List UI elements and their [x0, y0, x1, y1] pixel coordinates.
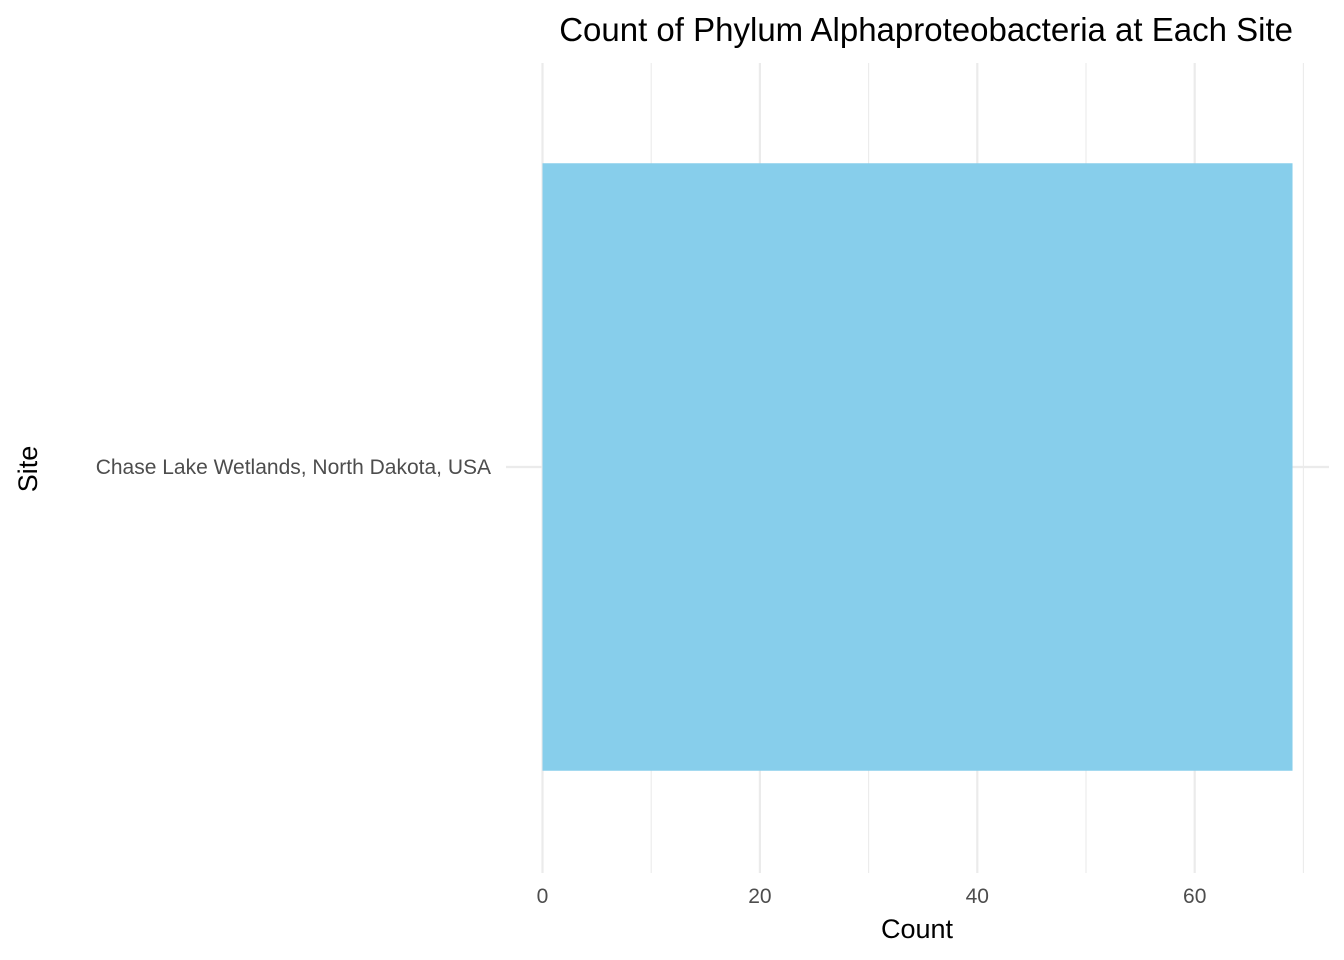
- tick-labels: Chase Lake Wetlands, North Dakota, USA 0 2…: [96, 456, 1207, 908]
- x-axis-title: Count: [881, 914, 954, 944]
- x-tick-label: 40: [966, 885, 989, 908]
- bars: [542, 163, 1293, 771]
- x-tick-label: 0: [537, 885, 549, 908]
- y-axis-title: Site: [13, 446, 43, 493]
- x-tick-label: 60: [1183, 885, 1206, 908]
- bar: [542, 163, 1293, 771]
- chart-title: Count of Phylum Alphaproteobacteria at E…: [559, 11, 1293, 48]
- y-tick-label: Chase Lake Wetlands, North Dakota, USA: [96, 456, 491, 479]
- x-tick-label: 20: [748, 885, 771, 908]
